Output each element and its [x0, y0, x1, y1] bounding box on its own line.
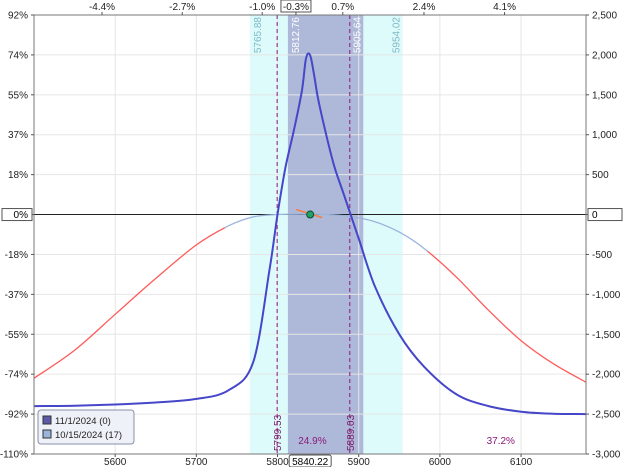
- band-inner-right-label: 5905.64: [352, 17, 363, 54]
- bottom-tick-label: 6100: [510, 457, 533, 467]
- left-tick-label: -110%: [0, 450, 28, 461]
- legend: 11/1/2024 (0) 10/15/2024 (17): [37, 409, 135, 445]
- right-tick-label: -3,000: [592, 450, 621, 461]
- plot-frame: [33, 14, 587, 455]
- left-zero-label: 0%: [14, 210, 29, 221]
- current-price-marker: [295, 208, 323, 219]
- legend-label-expiration: 11/1/2024 (0): [55, 416, 111, 427]
- pnl-curves: [33, 52, 587, 416]
- right-tick-label: 2,000: [592, 50, 617, 61]
- left-tick-label: 37%: [8, 130, 28, 141]
- legend-box: [37, 409, 135, 445]
- right-tick-label: 1,500: [592, 90, 617, 101]
- current-price-dot: [306, 210, 315, 219]
- legend-swatch-expiration: [42, 415, 52, 425]
- current-price-box: [288, 454, 332, 467]
- bottom-tick-label: 5600: [104, 457, 127, 467]
- band-1: [287, 15, 364, 454]
- top-tick-label: 4.1%: [493, 2, 516, 13]
- band-outer-left-label: 5765.88: [253, 17, 264, 54]
- top-current-box: [280, 0, 312, 13]
- top-tick-label: 2.4%: [413, 2, 436, 13]
- top-tick-label: -1.0%: [249, 2, 275, 13]
- band-outer-right-label: 5954.02: [392, 17, 403, 54]
- series-t17-inner: [224, 213, 428, 253]
- breakeven-lines: [276, 15, 351, 454]
- left-tick-label: -74%: [5, 370, 28, 381]
- right-tick-label: 2,500: [592, 11, 617, 22]
- right-tick-label: -2,000: [592, 370, 621, 381]
- left-tick-label: 92%: [8, 11, 28, 22]
- right-tick-label: 500: [592, 170, 609, 181]
- left-tick-label: -37%: [5, 290, 28, 301]
- right-tick-label: 1,000: [592, 130, 617, 141]
- right-zero-label: 0: [592, 210, 598, 221]
- top-tick-label: -0.3%: [283, 2, 309, 13]
- right-axis-dollars: 2,500 2,000 1,500 1,000 500 0 -500 -1,000 -1,500…: [586, 11, 623, 461]
- band-inner-left-label: 5812.76: [291, 17, 302, 54]
- breakeven-label: 5799.53: [273, 414, 284, 451]
- left-tick-label: 18%: [8, 170, 28, 181]
- legend-label-t17: 10/15/2024 (17): [55, 430, 122, 441]
- right-tick-label: -2,500: [592, 410, 621, 421]
- right-tick-label: -500: [592, 250, 612, 261]
- right-tick-label: -1,500: [592, 330, 621, 341]
- current-price-label: 5840.22: [292, 457, 329, 467]
- series-expiration: [33, 52, 587, 416]
- left-tick-label: 55%: [8, 90, 28, 101]
- top-tick-label: -2.7%: [169, 2, 195, 13]
- bottom-tick-label: 5800: [266, 457, 289, 467]
- left-tick-label: -18%: [5, 250, 28, 261]
- top-axis-percent-move: -4.4% -2.7% -1.0% -0.3% 0.7% 2.4% 4.1%: [89, 0, 516, 15]
- left-tick-label: -55%: [5, 330, 28, 341]
- bottom-tick-label: 6000: [429, 457, 452, 467]
- bottom-tick-label: 5900: [348, 457, 371, 467]
- bottom-tick-label: 5700: [185, 457, 208, 467]
- left-axis-percent: 92% 74% 55% 37% 18% 0% -18% -37% -55% -74% -92% -11…: [0, 11, 34, 461]
- left-tick-label: 74%: [8, 50, 28, 61]
- plot-border: [33, 14, 587, 455]
- top-tick-label: 0.7%: [331, 2, 354, 13]
- bottom-axis-price: 5600 5700 5800 5900 6000 6100 5840.22: [104, 454, 533, 467]
- left-zero-box: [1, 208, 33, 222]
- right-tick-label: -1,000: [592, 290, 621, 301]
- probability-label: 37.2%: [487, 436, 515, 447]
- breakeven-label: 5889.03: [346, 414, 357, 451]
- right-zero-box: [587, 208, 623, 222]
- top-tick-label: -4.4%: [89, 2, 115, 13]
- probability-bands: [249, 15, 403, 454]
- band-labels: 5765.88 5954.02 5812.76 5905.64 5799.53 5889.…: [253, 17, 403, 451]
- left-tick-label: -92%: [5, 410, 28, 421]
- probability-label: 24.9%: [298, 436, 326, 447]
- legend-swatch-t17: [42, 429, 52, 439]
